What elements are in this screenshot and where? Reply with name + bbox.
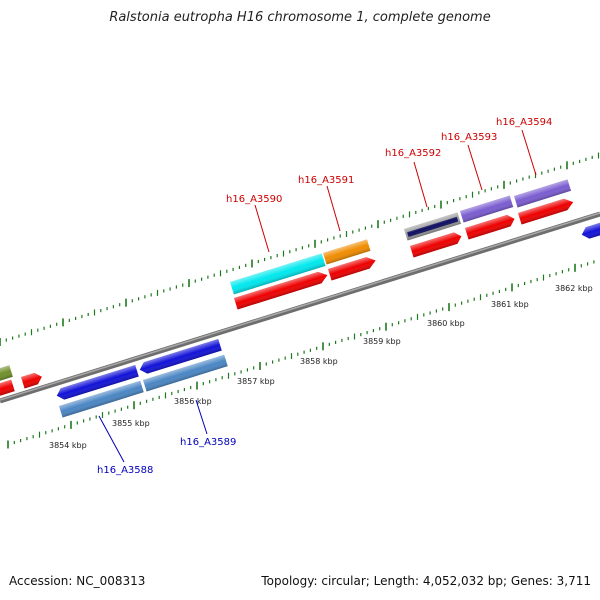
scale-label: 3861 kbp bbox=[491, 300, 529, 309]
scale-label: 3854 kbp bbox=[49, 441, 87, 450]
feature-track bbox=[0, 179, 600, 418]
gene-arrow-h16-a3589[interactable] bbox=[138, 339, 222, 375]
scale-label: 3855 kbp bbox=[112, 419, 150, 428]
gene-label-h16-a3590[interactable]: h16_A3590 bbox=[226, 194, 282, 205]
gene-arrow-green[interactable] bbox=[0, 365, 13, 382]
gene-arrow-blue-right-edge[interactable] bbox=[580, 217, 600, 240]
forward-tick-row bbox=[0, 152, 600, 346]
gene-arrow-h16-a3592[interactable] bbox=[404, 212, 462, 241]
gene-label-h16-a3594[interactable]: h16_A3594 bbox=[496, 117, 552, 128]
scale-label: 3857 kbp bbox=[237, 377, 275, 386]
gene-label-h16-a3593[interactable]: h16_A3593 bbox=[441, 132, 497, 143]
cds-bar-h16-a3589[interactable] bbox=[143, 354, 228, 392]
cds-bar-h16-a3588[interactable] bbox=[59, 380, 144, 418]
scale-labels: 3854 kbp 3855 kbp 3856 kbp 3857 kbp 3858… bbox=[49, 284, 593, 450]
reverse-gene-labels: h16_A3588 h16_A3589 bbox=[97, 399, 236, 476]
gene-arrow-h16-a3591[interactable] bbox=[323, 239, 371, 265]
genome-summary-text: Topology: circular; Length: 4,052,032 bp… bbox=[261, 574, 591, 588]
scale-label: 3862 kbp bbox=[555, 284, 593, 293]
gene-arrow-h16-a3593[interactable] bbox=[460, 195, 514, 223]
scale-label: 3859 kbp bbox=[363, 337, 401, 346]
cds-arrow-h16-a3590[interactable] bbox=[234, 269, 329, 310]
page-title: Ralstonia eutropha H16 chromosome 1, com… bbox=[109, 10, 491, 25]
backbone bbox=[0, 211, 600, 404]
scale-label: 3860 kbp bbox=[427, 319, 465, 328]
gene-label-h16-a3588[interactable]: h16_A3588 bbox=[97, 465, 153, 476]
reverse-tick-row bbox=[7, 260, 595, 449]
gene-label-h16-a3591[interactable]: h16_A3591 bbox=[298, 175, 354, 186]
accession-text: Accession: NC_008313 bbox=[9, 574, 146, 588]
scale-label: 3856 kbp bbox=[174, 397, 212, 406]
cds-arrow-h16-a3594[interactable] bbox=[518, 196, 575, 225]
gene-arrow-h16-a3594[interactable] bbox=[514, 179, 572, 208]
cds-arrow-h16-a3591[interactable] bbox=[328, 255, 377, 281]
gene-label-h16-a3589[interactable]: h16_A3589 bbox=[180, 437, 236, 448]
cds-arrow-red[interactable] bbox=[0, 379, 15, 397]
gene-label-h16-a3592[interactable]: h16_A3592 bbox=[385, 148, 441, 159]
cds-arrow-red[interactable] bbox=[21, 371, 44, 389]
forward-gene-labels: h16_A3590 h16_A3591 h16_A3592 h16_A3593 … bbox=[226, 117, 552, 253]
gene-arrow-h16-a3588[interactable] bbox=[55, 365, 139, 401]
cds-arrow-h16-a3592[interactable] bbox=[410, 231, 463, 258]
scale-label: 3858 kbp bbox=[300, 357, 338, 366]
gene-arrow-h16-a3590[interactable] bbox=[230, 253, 326, 295]
cds-arrow-h16-a3593[interactable] bbox=[465, 213, 516, 240]
